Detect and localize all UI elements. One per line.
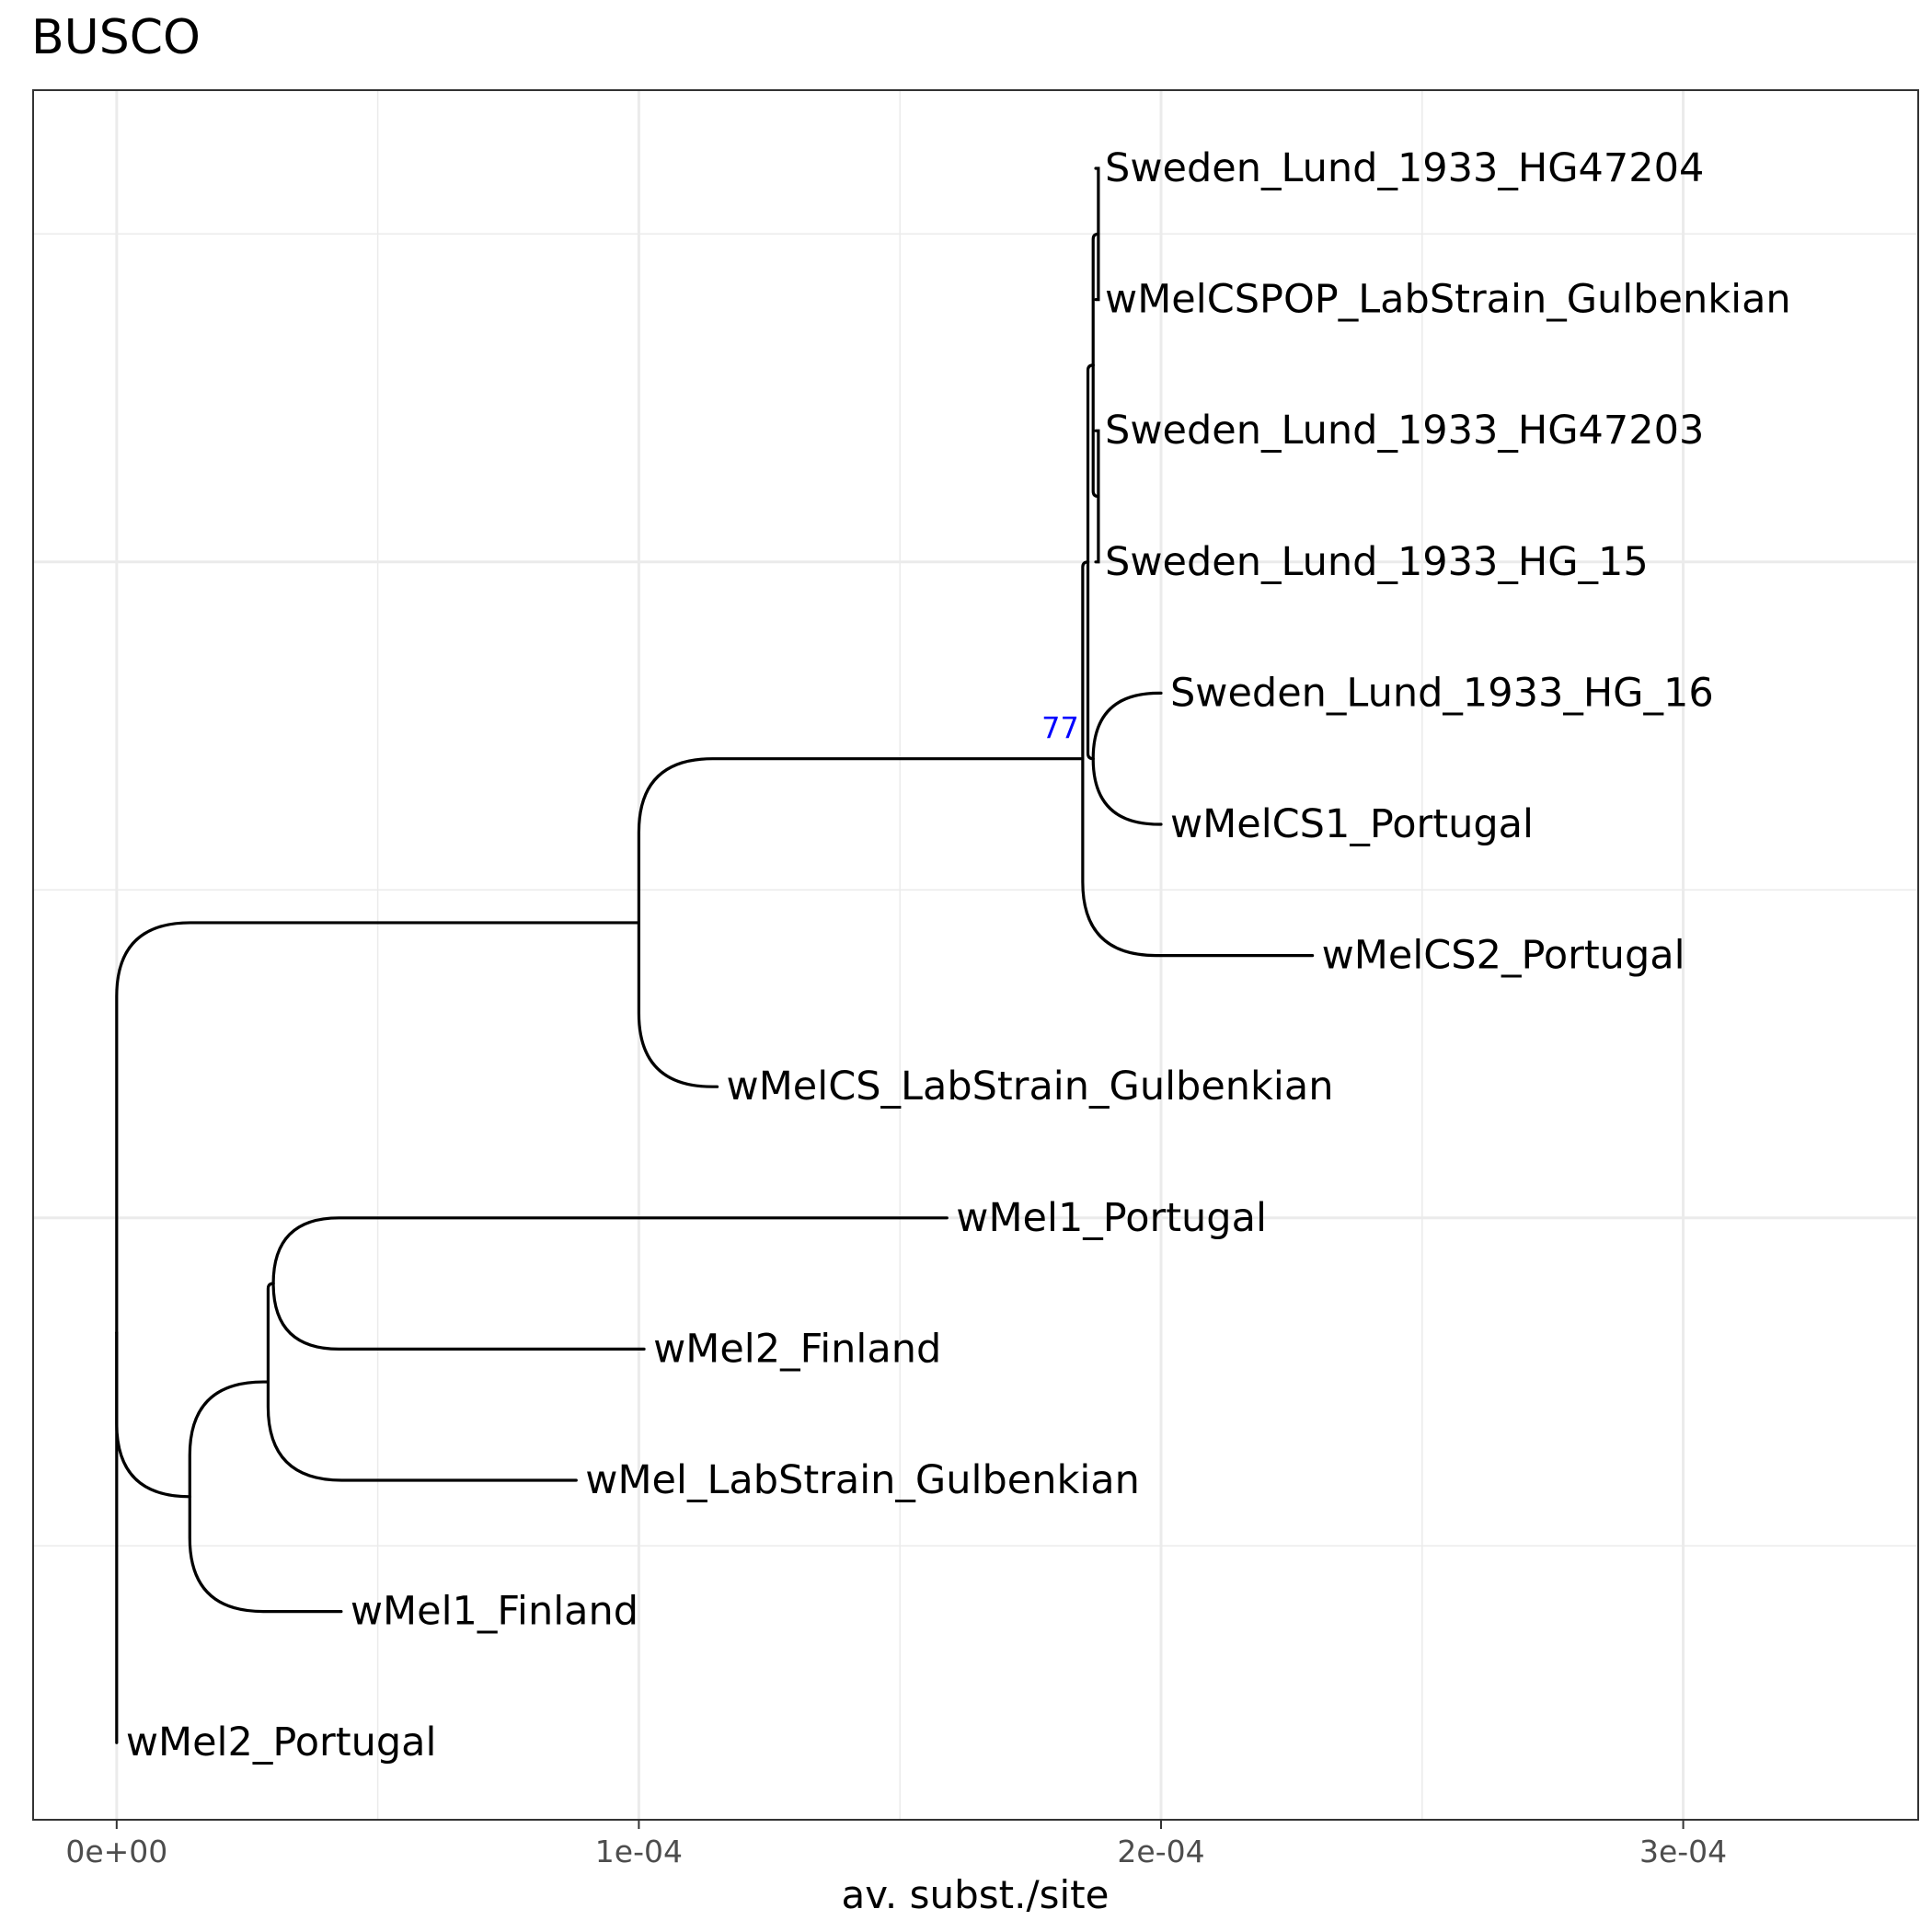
tip-label: wMel_LabStrain_Gulbenkian — [585, 1457, 1140, 1503]
tree-branch — [1094, 232, 1100, 302]
x-tick-label: 1e-04 — [595, 1834, 683, 1869]
tree-branch — [1091, 757, 1163, 826]
tree-branch — [271, 1216, 949, 1285]
x-tick-label: 3e-04 — [1639, 1834, 1727, 1869]
tip-label: Sweden_Lund_1933_HG47203 — [1105, 408, 1704, 454]
tip-label: wMelCS_LabStrain_Gulbenkian — [727, 1064, 1334, 1110]
tip-label: wMelCS2_Portugal — [1322, 933, 1685, 979]
x-axis-ticks: 0e+00 1e-04 2e-04 3e-04 — [65, 1820, 1727, 1869]
tree-branch — [637, 921, 719, 1088]
tip-labels: Sweden_Lund_1933_HG47204 wMelCSPOP_LabStr… — [126, 145, 1791, 1765]
tree-branches — [115, 167, 1315, 1744]
tree-branch — [637, 757, 1085, 925]
tree-branch — [1094, 167, 1100, 236]
tree-branch — [271, 1282, 646, 1351]
tip-label: wMelCSPOP_LabStrain_Gulbenkian — [1105, 277, 1791, 323]
x-tick-label: 0e+00 — [65, 1834, 167, 1869]
tree-branch — [115, 1330, 191, 1499]
x-tick-label: 2e-04 — [1117, 1834, 1204, 1869]
plot-title: BUSCO — [31, 10, 201, 65]
tip-label: wMel2_Finland — [653, 1326, 941, 1372]
tree-branch — [1081, 757, 1315, 958]
tree-branch — [1086, 560, 1095, 761]
support-values: 77 — [1041, 711, 1079, 746]
tree-branch — [266, 1380, 578, 1482]
tree-branch — [188, 1495, 343, 1614]
tip-label: Sweden_Lund_1933_HG_15 — [1105, 539, 1649, 585]
tree-branch — [1091, 363, 1100, 499]
tip-label: wMel2_Portugal — [126, 1719, 437, 1765]
tip-label: wMelCS1_Portugal — [1170, 801, 1534, 847]
tree-branch — [1091, 232, 1100, 367]
tree-branch — [115, 921, 641, 1335]
tip-label: wMel1_Portugal — [956, 1195, 1267, 1241]
support-value: 77 — [1041, 711, 1079, 746]
tip-label: wMel1_Finland — [351, 1589, 638, 1635]
panel-border — [32, 89, 1919, 1821]
tree-branch — [1086, 363, 1095, 564]
tree-branch — [1081, 560, 1090, 761]
tree-branch — [266, 1282, 275, 1384]
x-axis-label: av. subst./site — [842, 1872, 1110, 1917]
tip-label: Sweden_Lund_1933_HG47204 — [1105, 145, 1704, 191]
tree-branch — [1094, 429, 1100, 499]
tree-branch — [188, 1380, 270, 1499]
tip-label: Sweden_Lund_1933_HG_16 — [1170, 670, 1714, 716]
tree-branch — [1091, 691, 1163, 761]
tree-branch — [1094, 494, 1100, 564]
